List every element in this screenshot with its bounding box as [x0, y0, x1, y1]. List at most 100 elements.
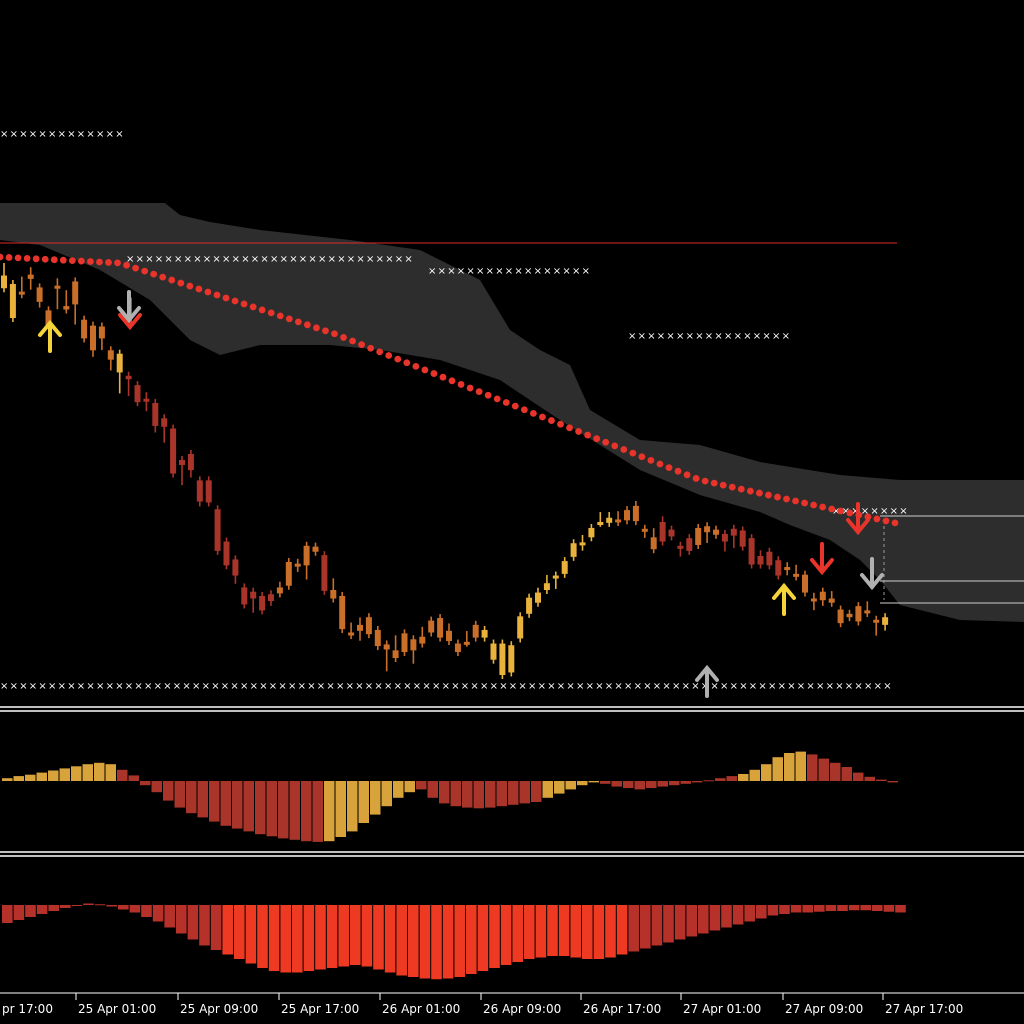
star-mark: ×	[413, 681, 423, 692]
ma-dot	[520, 406, 528, 414]
ma-dot	[68, 257, 76, 265]
candle	[543, 574, 550, 594]
down-arrow-red	[810, 542, 834, 576]
ma-dot	[96, 258, 103, 266]
hist2-bar	[419, 905, 431, 979]
candle	[873, 615, 880, 636]
ma-dot	[728, 483, 736, 491]
star-mark: ×	[582, 266, 592, 277]
star-mark: ×	[451, 681, 461, 692]
hist1-bar	[554, 781, 565, 794]
candle-body	[365, 617, 372, 635]
hist1-bar	[13, 776, 24, 781]
star-mark: ×	[457, 266, 467, 277]
candle	[632, 501, 639, 526]
star-mark: ×	[251, 254, 261, 265]
hist1-bar	[669, 781, 680, 786]
star-mark: ×	[136, 254, 146, 265]
x-tick-label: 25 Apr 17:00	[281, 1002, 359, 1016]
star-mark: ×	[212, 254, 222, 265]
star-mark: ×	[686, 331, 696, 342]
candle-body	[36, 287, 43, 302]
hist2-bar	[605, 905, 616, 958]
ma-dot	[548, 417, 555, 424]
candle-body	[321, 555, 328, 591]
candle-body	[641, 528, 648, 532]
candle	[517, 612, 524, 643]
star-mark: ×	[566, 681, 576, 692]
candle-body	[357, 624, 363, 631]
hist1-bar	[830, 762, 841, 781]
candle	[276, 581, 283, 598]
hist1-bar	[232, 781, 243, 829]
candle	[882, 613, 889, 631]
candle-body	[18, 291, 25, 295]
candle-body	[472, 624, 479, 638]
candle-body	[757, 556, 764, 565]
hist1-bar	[749, 769, 760, 781]
star-mark: ×	[605, 681, 615, 692]
candle	[802, 570, 808, 597]
star-mark: ×	[524, 266, 534, 277]
star-mark: ×	[394, 681, 404, 692]
hist1-bar	[301, 781, 312, 842]
star-mark: ×	[221, 681, 231, 692]
candle	[695, 523, 702, 549]
candle	[837, 605, 844, 628]
hist2-bar	[709, 905, 721, 931]
hist2-bar	[280, 905, 291, 973]
candle-body	[214, 509, 221, 551]
hist1-bar	[485, 781, 496, 808]
x-tick-label: 26 Apr 01:00	[382, 1002, 460, 1016]
star-mark: ×	[806, 681, 816, 692]
star-mark: ×	[682, 681, 692, 692]
hist1-bar	[623, 781, 634, 788]
candle	[9, 280, 16, 322]
candle	[828, 591, 835, 607]
star-row-3: × × × × × × × × × × × × × × × × ×	[628, 331, 790, 342]
star-mark: ×	[29, 129, 39, 140]
candle-body	[784, 567, 791, 571]
candle-body	[570, 543, 577, 557]
x-tick-label: 27 Apr 01:00	[683, 1002, 761, 1016]
star-mark: ×	[326, 681, 336, 692]
star-mark: ×	[356, 254, 366, 265]
hist1-bar	[404, 781, 415, 793]
hist1-bar	[266, 781, 277, 837]
ma-dot	[231, 297, 239, 305]
hist1-bar	[715, 778, 726, 781]
candle-body	[410, 639, 417, 651]
star-mark: ×	[19, 129, 29, 140]
star-mark: ×	[428, 266, 438, 277]
hist2-bar	[129, 905, 141, 913]
hist1-bar	[335, 781, 346, 837]
hist2-bar	[466, 905, 477, 974]
hist2-bar	[210, 905, 222, 950]
star-mark: ×	[222, 254, 232, 265]
star-mark: ×	[890, 506, 900, 517]
star-mark: ×	[572, 266, 582, 277]
star-mark: ×	[495, 266, 505, 277]
ma-dot	[801, 499, 808, 507]
star-mark: ×	[385, 254, 395, 265]
hist1-bar	[370, 781, 381, 815]
star-mark: ×	[634, 681, 644, 692]
candle-body	[837, 609, 844, 624]
hist2-bar	[558, 905, 570, 956]
star-mark: ×	[298, 681, 308, 692]
hist2-bar	[616, 905, 628, 955]
candle	[766, 547, 773, 570]
star-mark: ×	[376, 254, 386, 265]
star-mark: ×	[509, 681, 519, 692]
candle-body	[561, 561, 568, 574]
hist2-bar	[524, 905, 535, 959]
hist2-bar	[431, 905, 442, 980]
star-mark: ×	[861, 506, 871, 517]
hist1-bar	[324, 781, 335, 842]
ma-dot	[186, 282, 194, 290]
ma-dot	[294, 318, 302, 326]
candle	[348, 622, 355, 640]
candle	[152, 399, 159, 433]
ma-dot	[828, 505, 836, 513]
ma-dot	[593, 435, 601, 443]
